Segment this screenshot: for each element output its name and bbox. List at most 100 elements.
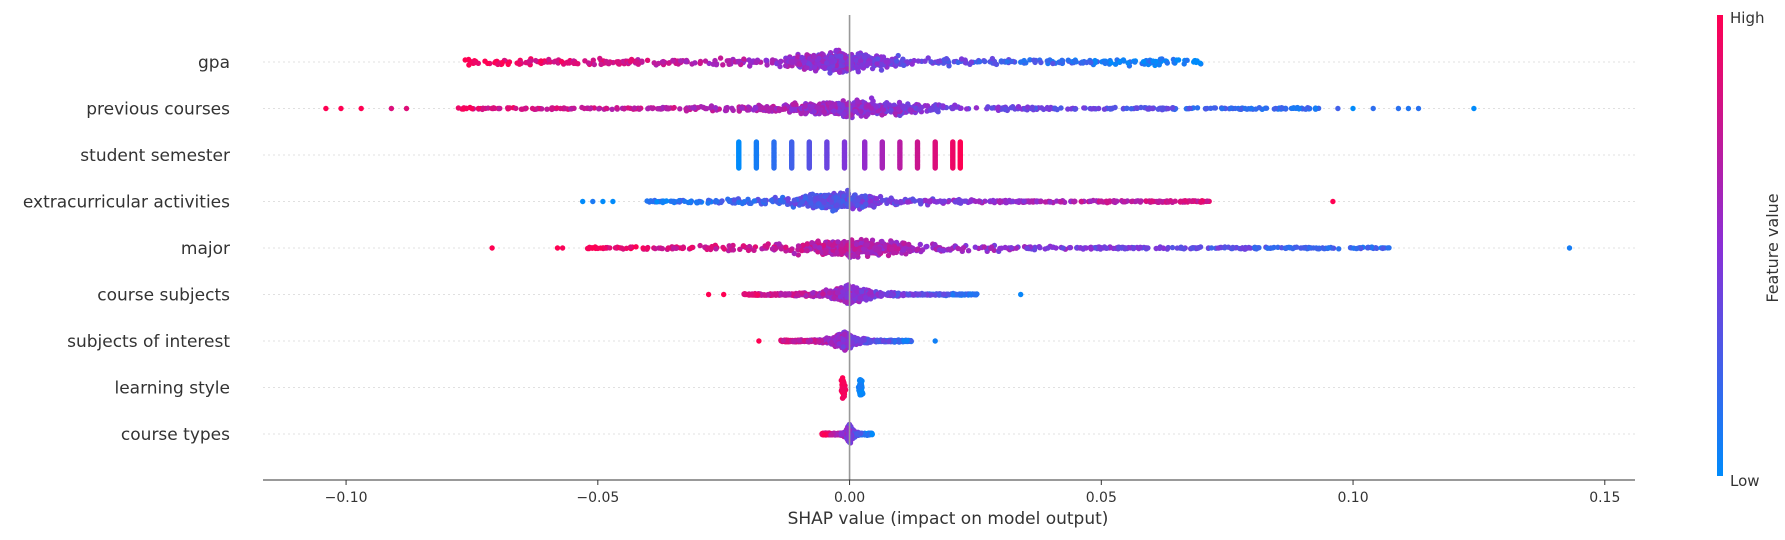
shap-point <box>810 290 815 295</box>
shap-point <box>404 106 409 111</box>
shap-point <box>790 102 795 107</box>
shap-point <box>582 106 587 111</box>
shap-point <box>751 107 756 112</box>
shap-point <box>834 48 839 53</box>
shap-point <box>837 53 842 58</box>
shap-point <box>1030 105 1035 110</box>
shap-point <box>1066 58 1071 63</box>
shap-point <box>580 199 585 204</box>
shap-point <box>597 56 602 61</box>
shap-point <box>841 193 846 198</box>
shap-point <box>1059 58 1064 63</box>
shap-point <box>1018 292 1023 297</box>
shap-point <box>820 291 825 296</box>
shap-point <box>751 248 756 253</box>
shap-point <box>645 106 650 111</box>
shap-point <box>595 246 600 251</box>
shap-point <box>926 199 931 204</box>
shap-point <box>1045 58 1050 63</box>
shap-point <box>742 292 747 297</box>
shap-point <box>482 59 487 64</box>
shap-point <box>1002 107 1007 112</box>
shap-point <box>681 245 686 250</box>
shap-point <box>907 249 912 254</box>
shap-point <box>1242 106 1247 111</box>
shap-point <box>1037 245 1042 250</box>
shap-point <box>727 243 732 248</box>
shap-point <box>1072 59 1077 64</box>
shap-point <box>720 62 725 67</box>
shap-point <box>1156 199 1161 204</box>
shap-point <box>1131 246 1136 251</box>
shap-point <box>995 106 1000 111</box>
shap-point <box>1014 199 1019 204</box>
shap-point <box>773 246 778 251</box>
shap-point <box>1121 57 1126 62</box>
shap-point <box>982 59 987 64</box>
shap-point <box>897 100 902 105</box>
shap-point <box>874 61 879 66</box>
shap-point <box>656 106 661 111</box>
shap-point <box>456 105 461 110</box>
shap-point <box>1170 245 1175 250</box>
shap-point <box>619 245 624 250</box>
shap-point <box>1187 106 1192 111</box>
shap-point <box>895 291 900 296</box>
shap-point <box>1198 200 1203 205</box>
shap-point <box>1104 199 1109 204</box>
shap-point <box>933 165 938 170</box>
shap-point <box>924 244 929 249</box>
shap-point <box>1283 245 1288 250</box>
shap-point <box>969 59 974 64</box>
shap-point <box>900 104 905 109</box>
shap-point <box>538 58 543 63</box>
shap-point <box>1134 105 1139 110</box>
shap-point <box>1104 246 1109 251</box>
shap-point <box>1125 60 1130 65</box>
shap-point <box>695 200 700 205</box>
shap-point <box>1112 105 1117 110</box>
shap-point <box>958 106 963 111</box>
shap-point <box>879 67 884 72</box>
shap-point <box>998 199 1003 204</box>
shap-point <box>575 61 580 66</box>
shap-point <box>1108 60 1113 65</box>
shap-point <box>670 58 675 63</box>
shap-point <box>678 58 683 63</box>
shap-point <box>799 291 804 296</box>
shap-point <box>722 246 727 251</box>
shap-point <box>778 59 783 64</box>
shap-point <box>616 59 621 64</box>
shap-point <box>654 199 659 204</box>
shap-point <box>517 61 522 66</box>
shap-point <box>835 290 840 295</box>
shap-point <box>901 247 906 252</box>
shap-point <box>1021 199 1026 204</box>
shap-point <box>889 292 894 297</box>
shap-point <box>1014 246 1019 251</box>
shap-point <box>528 58 533 63</box>
shap-point <box>858 109 863 114</box>
shap-point <box>816 201 821 206</box>
shap-point <box>706 292 711 297</box>
shap-point <box>1380 246 1385 251</box>
shap-point <box>808 201 813 206</box>
shap-point <box>727 199 732 204</box>
shap-point <box>754 59 759 64</box>
shap-point <box>966 248 971 253</box>
shap-point <box>946 247 951 252</box>
shap-point <box>1371 106 1376 111</box>
shap-point <box>1081 105 1086 110</box>
shap-point <box>1184 58 1189 63</box>
shap-point <box>880 165 885 170</box>
shap-point <box>956 197 961 202</box>
shap-point <box>762 198 767 203</box>
shap-point <box>862 165 867 170</box>
shap-point <box>666 105 671 110</box>
shap-point <box>660 200 665 205</box>
shap-point <box>590 199 595 204</box>
shap-point <box>1208 106 1213 111</box>
shap-point <box>824 60 829 65</box>
shap-point <box>798 111 803 116</box>
shap-point <box>1032 60 1037 65</box>
